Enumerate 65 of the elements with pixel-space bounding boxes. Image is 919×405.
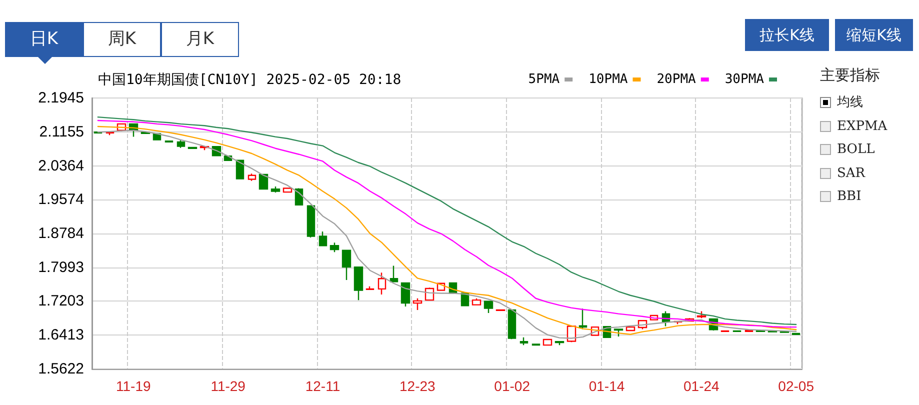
y-tick-label: 1.7993	[38, 258, 84, 276]
candlestick	[390, 265, 398, 283]
candlestick	[542, 338, 552, 346]
candlestick	[614, 328, 624, 338]
candlestick	[164, 140, 174, 143]
y-tick-label: 1.8784	[38, 224, 84, 242]
y-tick-label: 2.0364	[38, 157, 84, 174]
candlestick	[188, 146, 198, 150]
y-tick-label: 1.9574	[38, 191, 84, 208]
candlestick	[366, 286, 374, 290]
y-tick-label: 1.5622	[38, 360, 84, 378]
x-tick-label: 01-24	[684, 378, 720, 394]
candlestick	[318, 230, 328, 247]
candlestick	[400, 282, 410, 308]
candlestick	[472, 298, 482, 306]
text: 主要指标	[820, 66, 880, 84]
candlestick	[258, 173, 268, 190]
x-tick-label: 11-29	[210, 378, 246, 394]
text: BBI	[836, 189, 862, 204]
x-tick-label: 01-02	[494, 378, 530, 394]
candlestick	[520, 336, 528, 346]
candlestick	[176, 140, 186, 149]
text: 月K	[161, 22, 239, 57]
legend-label: 20PMA	[656, 72, 696, 87]
legend-label: 30PMA	[724, 72, 764, 87]
text: EXPMA	[836, 118, 888, 134]
candlestick	[248, 173, 256, 182]
text: 日K	[5, 22, 83, 57]
candlestick	[768, 330, 778, 333]
text: SAR	[836, 166, 866, 180]
candlestick	[282, 187, 292, 194]
text: 缩短K线	[835, 19, 913, 51]
candlestick	[342, 249, 352, 281]
candlestick	[412, 298, 422, 311]
candlestick	[554, 341, 564, 346]
candlestick	[378, 272, 386, 296]
legend-label: 10PMA	[588, 72, 628, 87]
candlestick	[330, 242, 340, 253]
x-tick-label: 12-23	[400, 378, 436, 394]
x-tick-label: 01-14	[588, 378, 625, 394]
y-tick-label: 1.6413	[38, 326, 84, 344]
y-tick-label: 1.7203	[38, 292, 84, 310]
candlestick	[236, 159, 244, 180]
chart-title: 中国10年期国债[CN10Y] 2025-02-05 20:18	[98, 72, 402, 88]
candlestick	[508, 309, 516, 340]
x-tick-label: 12-11	[305, 378, 340, 394]
candlestick	[354, 266, 364, 301]
candlestick	[626, 326, 636, 332]
legend-label: 5PMA	[528, 72, 560, 87]
text: 均线	[836, 95, 863, 110]
y-tick-label: 2.1155	[39, 123, 84, 140]
text: BOLL	[836, 142, 875, 157]
x-tick-label: 11-19	[116, 378, 152, 394]
text: 周K	[83, 22, 161, 57]
candlestick	[780, 330, 790, 334]
candlestick	[532, 344, 540, 346]
candlestick	[578, 308, 588, 330]
candlestick	[270, 186, 280, 194]
candlestick	[792, 332, 800, 336]
candlestick	[484, 300, 494, 314]
y-tick-label: 2.1945	[38, 90, 84, 106]
x-tick-label: 02-05	[778, 378, 814, 394]
text: 拉长K线	[745, 19, 829, 51]
candlestick	[732, 330, 742, 332]
candlestick	[306, 204, 316, 238]
